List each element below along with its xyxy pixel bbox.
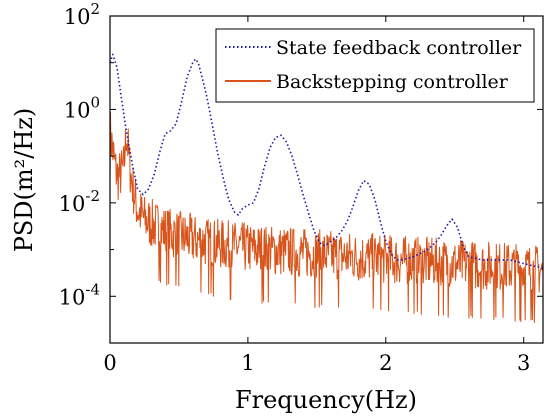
y-tick-labels: 102 100 10-2 10-4 — [59, 0, 100, 309]
y-axis-label: PSD(m²/Hz) — [10, 108, 38, 253]
y-tick-label: 100 — [64, 93, 100, 122]
x-tick-label: 3 — [517, 351, 530, 375]
legend: State feedback controller Backstepping c… — [215, 28, 535, 103]
series-line-state-feedback — [109, 53, 544, 269]
x-tick-labels: 0 1 2 3 — [103, 351, 530, 375]
x-tick-label: 2 — [379, 351, 392, 375]
y-tick-label: 10-4 — [59, 280, 100, 309]
x-axis-label: Frequency(Hz) — [235, 386, 417, 414]
series-layer — [109, 53, 544, 323]
ticks-layer — [109, 15, 543, 344]
legend-box — [215, 28, 535, 103]
axes-frame — [109, 15, 544, 344]
legend-label-state-feedback: State feedback controller — [276, 37, 522, 59]
y-tick-label: 10-2 — [59, 187, 100, 216]
series-line-backstepping — [109, 112, 544, 323]
x-tick-label: 1 — [241, 351, 254, 375]
legend-label-backstepping: Backstepping controller — [276, 71, 509, 93]
x-tick-label: 0 — [103, 351, 116, 375]
y-tick-label: 102 — [64, 0, 100, 29]
